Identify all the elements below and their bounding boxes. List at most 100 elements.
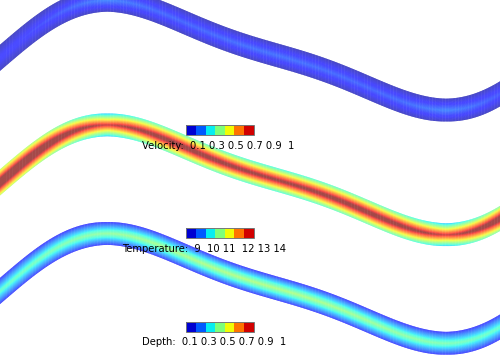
Polygon shape	[231, 159, 234, 161]
Polygon shape	[430, 110, 432, 111]
Polygon shape	[110, 114, 114, 115]
Polygon shape	[264, 46, 266, 47]
Polygon shape	[228, 173, 231, 174]
Polygon shape	[280, 55, 283, 56]
Polygon shape	[3, 284, 6, 287]
Polygon shape	[10, 279, 13, 283]
Polygon shape	[482, 106, 484, 108]
Polygon shape	[202, 150, 205, 151]
Polygon shape	[465, 346, 468, 347]
Polygon shape	[368, 205, 370, 207]
Polygon shape	[351, 199, 354, 200]
Polygon shape	[309, 295, 312, 296]
Polygon shape	[208, 21, 212, 23]
Polygon shape	[185, 248, 188, 250]
Polygon shape	[6, 175, 10, 178]
Polygon shape	[81, 232, 84, 233]
Polygon shape	[410, 110, 413, 111]
Polygon shape	[16, 275, 20, 278]
Polygon shape	[140, 9, 143, 11]
Polygon shape	[482, 338, 484, 340]
Polygon shape	[488, 88, 491, 90]
Polygon shape	[257, 168, 260, 169]
Polygon shape	[316, 64, 318, 66]
Polygon shape	[20, 275, 22, 278]
Polygon shape	[430, 227, 432, 228]
Polygon shape	[81, 12, 84, 13]
Polygon shape	[430, 346, 432, 347]
Polygon shape	[202, 254, 205, 256]
Polygon shape	[176, 19, 178, 21]
Polygon shape	[390, 233, 394, 235]
Polygon shape	[228, 272, 231, 273]
Polygon shape	[228, 279, 231, 281]
Polygon shape	[221, 162, 224, 164]
Polygon shape	[231, 280, 234, 282]
Polygon shape	[152, 136, 156, 138]
Polygon shape	[91, 246, 94, 247]
Polygon shape	[195, 147, 198, 149]
Polygon shape	[22, 277, 26, 281]
Polygon shape	[472, 334, 475, 336]
Polygon shape	[257, 181, 260, 183]
Polygon shape	[136, 8, 140, 10]
Polygon shape	[143, 235, 146, 237]
Polygon shape	[368, 318, 370, 320]
Polygon shape	[316, 300, 318, 301]
Polygon shape	[406, 338, 410, 339]
Polygon shape	[224, 263, 228, 265]
Polygon shape	[452, 234, 456, 235]
Polygon shape	[342, 73, 344, 75]
Polygon shape	[159, 239, 162, 241]
Polygon shape	[364, 320, 368, 322]
Polygon shape	[488, 320, 491, 323]
Polygon shape	[475, 113, 478, 114]
Polygon shape	[208, 22, 212, 24]
Polygon shape	[240, 52, 244, 54]
Polygon shape	[449, 228, 452, 229]
Polygon shape	[140, 127, 143, 129]
Polygon shape	[318, 203, 322, 205]
Polygon shape	[316, 311, 318, 312]
Polygon shape	[368, 331, 370, 333]
Polygon shape	[126, 136, 130, 137]
Polygon shape	[188, 269, 192, 271]
Polygon shape	[348, 315, 351, 317]
Polygon shape	[78, 123, 81, 124]
Polygon shape	[456, 228, 458, 229]
Polygon shape	[214, 278, 218, 280]
Polygon shape	[436, 245, 439, 246]
Polygon shape	[273, 172, 276, 173]
Polygon shape	[420, 335, 423, 336]
Polygon shape	[384, 223, 387, 225]
Polygon shape	[13, 44, 16, 47]
Polygon shape	[124, 230, 126, 231]
Polygon shape	[472, 221, 475, 222]
Polygon shape	[482, 228, 484, 230]
Polygon shape	[335, 314, 338, 316]
Polygon shape	[420, 342, 423, 343]
Polygon shape	[478, 101, 482, 103]
Polygon shape	[472, 105, 475, 107]
Polygon shape	[364, 216, 368, 218]
Polygon shape	[166, 136, 169, 138]
Polygon shape	[228, 163, 231, 164]
Polygon shape	[348, 212, 351, 214]
Polygon shape	[296, 283, 299, 284]
Polygon shape	[338, 205, 342, 207]
Polygon shape	[62, 2, 65, 4]
Polygon shape	[68, 2, 71, 4]
Polygon shape	[406, 331, 410, 332]
Polygon shape	[484, 105, 488, 107]
Polygon shape	[198, 271, 202, 273]
Polygon shape	[456, 238, 458, 239]
Polygon shape	[478, 224, 482, 226]
Polygon shape	[342, 82, 344, 83]
Polygon shape	[306, 291, 309, 293]
Polygon shape	[146, 127, 150, 129]
Polygon shape	[404, 230, 406, 231]
Polygon shape	[400, 103, 404, 104]
Polygon shape	[387, 225, 390, 226]
Polygon shape	[178, 136, 182, 138]
Polygon shape	[0, 290, 3, 293]
